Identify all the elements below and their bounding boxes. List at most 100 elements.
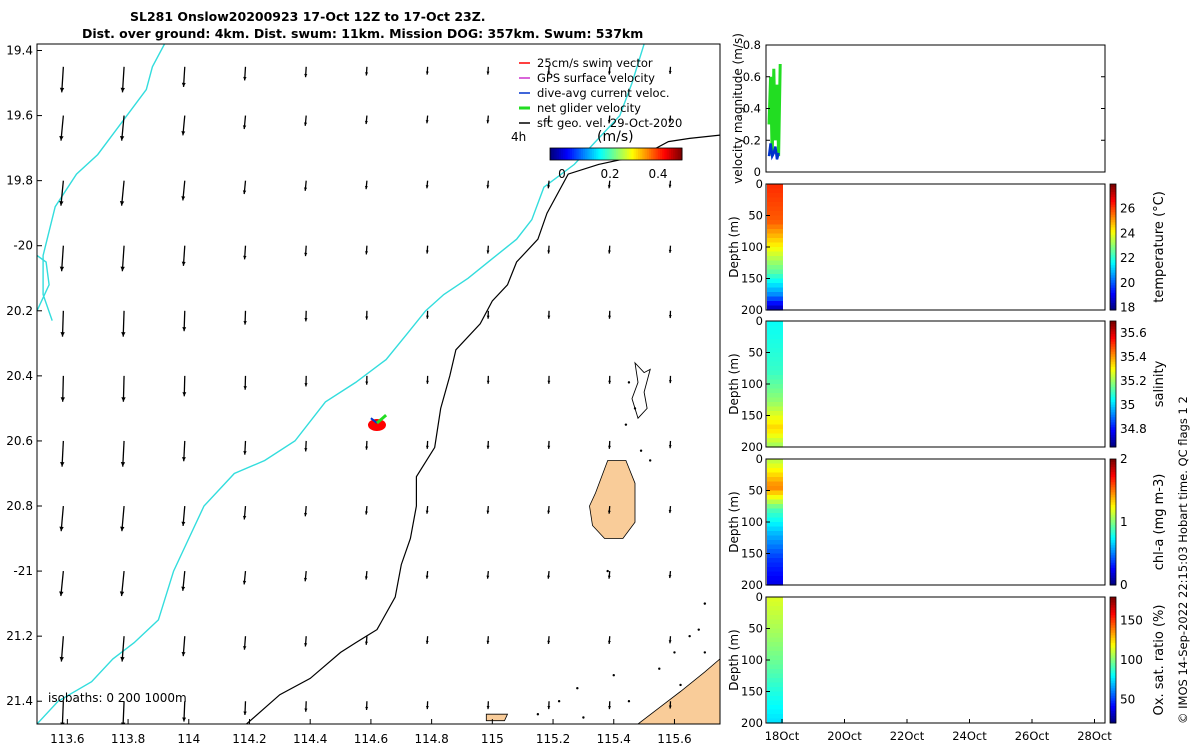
geo-velocity-arrow bbox=[304, 66, 308, 78]
geo-velocity-arrow bbox=[365, 245, 369, 255]
salinity-cell bbox=[767, 429, 783, 435]
chl-cbar-cell bbox=[1110, 572, 1116, 576]
geo-velocity-arrow bbox=[668, 66, 672, 75]
chl-ytick-label: 50 bbox=[748, 484, 763, 498]
temperature-cbar-cell bbox=[1110, 254, 1116, 258]
oxygen-cbar-cell bbox=[1110, 607, 1116, 611]
geo-velocity-arrow bbox=[547, 701, 551, 710]
island-speck-17 bbox=[627, 700, 631, 703]
oxygen-frame bbox=[765, 596, 1106, 724]
chart-title-line1: SL281 Onslow20200923 17-Oct 12Z to 17-Oc… bbox=[130, 9, 486, 24]
x-tick-label: 115.4 bbox=[597, 732, 631, 746]
colorbar-cell bbox=[580, 148, 584, 160]
geo-velocity-arrow bbox=[607, 505, 611, 514]
salinity-ytick-label: 200 bbox=[741, 440, 763, 454]
map-content bbox=[37, 44, 720, 724]
salinity-cell bbox=[767, 406, 783, 412]
salinity-cell bbox=[767, 438, 783, 444]
geo-velocity-arrow bbox=[365, 66, 369, 76]
map-colorbar: (m/s) 4h 0 0.2 0.4 bbox=[511, 129, 683, 181]
salinity-cell bbox=[767, 379, 783, 385]
oxygen-ytick-label: 200 bbox=[741, 716, 763, 730]
salinity-cbar-cell bbox=[1110, 419, 1116, 423]
colorbar-cell bbox=[585, 148, 588, 160]
geo-velocity-arrow bbox=[304, 505, 308, 517]
salinity-cbar-cell bbox=[1110, 353, 1116, 357]
temperature-cell bbox=[767, 224, 783, 230]
colorbar-cell bbox=[657, 148, 661, 160]
temperature-cell bbox=[767, 296, 783, 302]
salinity-ytick-label: 50 bbox=[748, 346, 763, 360]
oxygen-cbar-cell bbox=[1110, 619, 1116, 623]
colorbar-cell bbox=[673, 148, 676, 160]
colorbar-cell bbox=[638, 148, 641, 160]
oxygen-cell bbox=[767, 655, 783, 661]
geo-velocity-arrow bbox=[425, 180, 429, 189]
oxygen-cbar-cell bbox=[1110, 642, 1116, 646]
geo-velocity-arrow bbox=[120, 245, 125, 272]
geo-velocity-arrow bbox=[243, 66, 247, 81]
geo-velocity-arrow bbox=[304, 310, 308, 322]
colorbar-cell bbox=[556, 148, 560, 160]
geo-velocity-arrow bbox=[668, 571, 672, 579]
chl-ytick-label: 150 bbox=[741, 547, 763, 561]
chl-cbar-cell bbox=[1110, 479, 1116, 483]
geo-velocity-arrow bbox=[364, 115, 368, 125]
oxygen-cell bbox=[767, 687, 783, 693]
chl-cbar-cell bbox=[1110, 491, 1116, 495]
chl-cbar-cell bbox=[1110, 582, 1116, 586]
island-speck-9 bbox=[658, 667, 661, 670]
temperature-cbar-cell bbox=[1110, 304, 1116, 308]
temperature-cbar-cell bbox=[1110, 186, 1116, 190]
temperature-ytick-label: 150 bbox=[741, 272, 763, 286]
geo-velocity-arrow bbox=[668, 440, 672, 449]
oxygen-cbar-cell bbox=[1110, 632, 1116, 636]
chl-cbar-cell bbox=[1110, 539, 1116, 543]
geo-velocity-arrow bbox=[119, 180, 125, 206]
geo-velocity-arrow bbox=[60, 310, 65, 337]
geo-velocity-arrow bbox=[60, 701, 65, 724]
colorbar-tick: 0.4 bbox=[648, 167, 667, 181]
geo-velocity-arrow bbox=[181, 440, 186, 462]
geo-velocity-arrow bbox=[365, 701, 369, 711]
y-tick-label: 21.2 bbox=[6, 629, 33, 643]
y-tick-label: 20.8 bbox=[6, 499, 33, 513]
salinity-ylabel: Depth (m) bbox=[727, 353, 741, 414]
x-tick-label: 113.6 bbox=[50, 732, 84, 746]
island-speck-5 bbox=[606, 569, 609, 573]
geo-velocity-arrow bbox=[243, 375, 247, 390]
chl-cbar-tick: 1 bbox=[1120, 515, 1128, 529]
colorbar-note: 4h bbox=[511, 130, 526, 144]
salinity-cbar-cell bbox=[1110, 411, 1116, 415]
chl-cell bbox=[767, 522, 783, 528]
geo-velocity-arrow bbox=[486, 310, 490, 319]
colorbar-frame bbox=[549, 147, 683, 161]
chl-cbar-cell bbox=[1110, 519, 1116, 523]
temperature-cbar-cell bbox=[1110, 194, 1116, 198]
geo-velocity-arrow bbox=[121, 375, 126, 402]
temperature-cbar-cell bbox=[1110, 262, 1116, 266]
salinity-cbar-cell bbox=[1110, 434, 1116, 438]
island-speck-3 bbox=[639, 449, 643, 452]
geo-velocity-arrow bbox=[547, 310, 551, 319]
chl-cbar-cell bbox=[1110, 569, 1116, 573]
island-cluster bbox=[631, 361, 651, 420]
date-tick-label: 24Oct bbox=[952, 729, 987, 743]
legend-label: sfc geo. vel. 29-Oct-2020 bbox=[537, 116, 682, 130]
chl-cbar-cell bbox=[1110, 574, 1116, 578]
salinity-cbar-cell bbox=[1110, 404, 1116, 408]
temperature-cell bbox=[767, 287, 783, 293]
salinity-cell bbox=[767, 361, 783, 367]
salinity-cbar-cell bbox=[1110, 381, 1116, 385]
temperature-cbar-cell bbox=[1110, 221, 1116, 225]
temperature-cbar-cell bbox=[1110, 287, 1116, 291]
chl-cbar-cell bbox=[1110, 464, 1116, 468]
geo-velocity-arrow bbox=[181, 505, 186, 526]
oxygen-cbar-cell bbox=[1110, 700, 1116, 704]
colorbar-cell bbox=[633, 148, 637, 160]
colorbar-cell bbox=[598, 148, 602, 160]
island-speck-0 bbox=[627, 381, 631, 384]
salinity-cbar-cell bbox=[1110, 376, 1116, 380]
chl-cell bbox=[767, 477, 783, 483]
salinity-cbar-cell bbox=[1110, 424, 1116, 428]
